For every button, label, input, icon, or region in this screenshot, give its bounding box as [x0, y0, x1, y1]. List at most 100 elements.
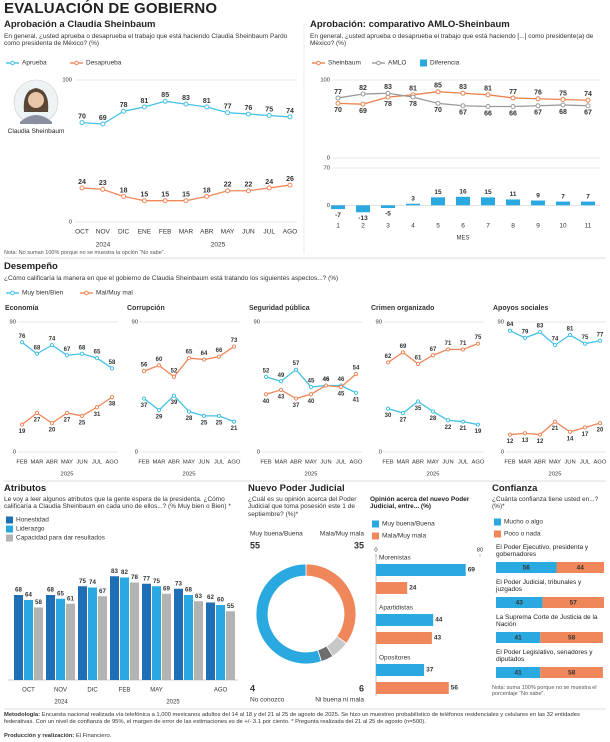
x-tick-label: FEB — [159, 229, 172, 236]
y-tick-label: 90 — [254, 320, 260, 326]
x-tick-label: DIC — [118, 229, 130, 236]
point — [537, 432, 543, 437]
slice-value: 6 — [359, 683, 364, 693]
bar — [184, 595, 193, 680]
x-tick-label: JUN — [76, 460, 87, 466]
bar — [376, 564, 466, 576]
bar — [376, 664, 425, 676]
data-label: 22 — [245, 182, 253, 189]
point — [338, 384, 344, 390]
data-label: 29 — [156, 415, 163, 421]
x-tick-label: FEB — [119, 688, 131, 694]
data-label: 22 — [445, 425, 452, 431]
point — [510, 95, 516, 101]
point — [552, 419, 558, 424]
point — [278, 387, 284, 392]
data-label: 77 — [334, 89, 342, 96]
x-axis-label: MES — [456, 236, 469, 242]
data-label: 3 — [411, 195, 415, 202]
point — [445, 347, 451, 352]
data-label: 82 — [121, 569, 128, 576]
y-tick-label: 0 — [13, 450, 16, 456]
x-tick-label: JUL — [458, 460, 469, 466]
data-label: 77 — [224, 104, 232, 111]
slice-label: Mala/Muy mala — [320, 531, 364, 538]
data-label: 81 — [484, 86, 492, 93]
data-label: 78 — [131, 574, 138, 581]
point — [100, 121, 106, 127]
point — [585, 103, 591, 109]
point — [400, 410, 406, 416]
point — [201, 413, 207, 418]
data-label: 56 — [523, 565, 531, 572]
bar — [481, 197, 495, 206]
point — [245, 111, 251, 117]
y2-tick-label: 70 — [324, 166, 330, 172]
point — [537, 330, 543, 335]
data-label: 28 — [186, 416, 193, 422]
data-label: 65 — [186, 350, 193, 356]
data-label: 20 — [49, 428, 56, 434]
point — [141, 396, 147, 401]
point — [460, 347, 466, 352]
data-label: 46 — [323, 377, 330, 383]
data-label: 75 — [559, 90, 567, 97]
chart-subtitle: En general, ¿usted aprueba o desaprueba … — [4, 33, 288, 48]
credit-text: Encuesta nacional realizada vía telefóni… — [4, 712, 580, 725]
data-label: 27 — [64, 418, 71, 424]
point — [141, 369, 147, 374]
point — [415, 399, 421, 404]
year-label: 2025 — [61, 472, 74, 478]
point — [225, 110, 231, 116]
data-label: 21 — [460, 426, 467, 432]
data-label: 75 — [265, 106, 273, 113]
x-tick-label: FEB — [382, 460, 393, 466]
x-tick-label: MAY — [61, 460, 73, 466]
x-tick-label: ABR — [168, 460, 180, 466]
point — [535, 96, 541, 102]
point — [385, 406, 391, 411]
y-tick-label: 100 — [320, 78, 330, 84]
data-label: 84 — [507, 322, 514, 328]
point — [231, 344, 237, 349]
data-label: 13 — [522, 438, 529, 444]
category-label: El Poder Legislativo, senadores y diputa… — [496, 649, 593, 664]
point — [430, 409, 436, 414]
data-label: 15 — [141, 192, 149, 199]
x-tick-label: MAY — [427, 460, 439, 466]
point — [94, 405, 100, 410]
data-label: 56 — [141, 363, 148, 369]
point — [385, 360, 391, 365]
legend-label: Mal/Muy mal — [96, 290, 133, 297]
data-label: 81 — [141, 98, 149, 105]
bar — [356, 205, 370, 213]
point — [335, 100, 341, 106]
x-tick-label: AGO — [214, 688, 228, 694]
data-label: 67 — [459, 110, 467, 117]
bar — [162, 593, 171, 680]
point — [171, 393, 177, 398]
bar-segment — [542, 597, 604, 608]
data-label: 82 — [359, 85, 367, 92]
y-tick-label: 100 — [62, 78, 72, 84]
data-label: 78 — [409, 101, 417, 108]
bar — [98, 596, 107, 680]
x-tick-label: AGO — [228, 460, 241, 466]
x-tick-label: JUN — [198, 460, 209, 466]
x-tick-label: MAR — [31, 460, 44, 466]
data-label: 69 — [99, 115, 107, 122]
data-label: 18 — [120, 187, 128, 194]
point — [49, 343, 55, 348]
data-label: 83 — [111, 568, 118, 575]
data-label: 40 — [308, 399, 315, 405]
point — [183, 101, 189, 107]
bar — [556, 201, 570, 206]
data-label: 65 — [94, 350, 101, 356]
data-label: 52 — [263, 368, 270, 374]
x-tick-label: AGO — [350, 460, 363, 466]
x-tick-label: MAR — [179, 229, 194, 236]
data-label: 74 — [552, 337, 559, 343]
data-label: 15 — [484, 189, 492, 196]
slice-label: No conozco — [250, 697, 285, 704]
